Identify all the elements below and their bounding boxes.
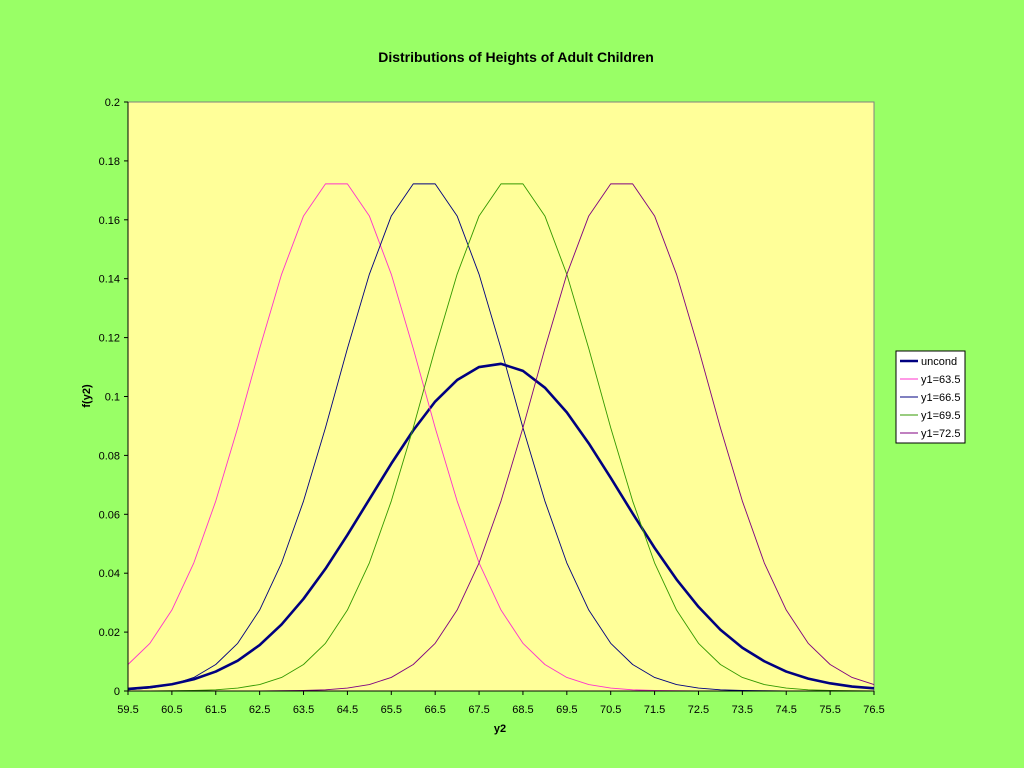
x-tick-label: 75.5: [819, 704, 840, 716]
x-tick-label: 74.5: [776, 704, 797, 716]
x-tick-label: 72.5: [688, 704, 709, 716]
legend-label: uncond: [921, 356, 957, 368]
y-tick-label: 0.16: [99, 215, 120, 227]
x-axis-label: y2: [494, 723, 506, 735]
x-tick-label: 70.5: [600, 704, 621, 716]
series-line-y1-69-5: [128, 183, 875, 692]
y-tick-label: 0: [114, 686, 120, 698]
x-tick-label: 59.5: [117, 704, 138, 716]
y-tick-label: 0.1: [105, 392, 120, 404]
y-tick-label: 0.02: [99, 627, 120, 639]
x-tick-label: 61.5: [205, 704, 226, 716]
y-tick-label: 0.2: [105, 97, 120, 109]
x-tick-label: 66.5: [424, 704, 445, 716]
x-tick-label: 69.5: [556, 704, 577, 716]
series-line-uncond: [127, 362, 875, 691]
x-tick-label: 63.5: [293, 704, 314, 716]
y-tick-label: 0.04: [99, 568, 120, 580]
x-tick-label: 62.5: [249, 704, 270, 716]
y-tick-label: 0.12: [99, 333, 120, 345]
legend-label: y1=69.5: [921, 410, 960, 422]
y-axis-label: f(y2): [81, 384, 93, 408]
x-tick-label: 76.5: [863, 704, 884, 716]
y-tick-label: 0.18: [99, 156, 120, 168]
x-tick-label: 68.5: [512, 704, 533, 716]
legend-label: y1=63.5: [921, 374, 960, 386]
legend-label: y1=72.5: [921, 428, 960, 440]
x-tick-label: 67.5: [468, 704, 489, 716]
y-tick-label: 0.06: [99, 509, 120, 521]
legend: uncond y1=63.5 y1=66.5 y1=69.5 y1=72.5: [895, 350, 966, 444]
x-tick-label: 71.5: [644, 704, 665, 716]
legend-label: y1=66.5: [921, 392, 960, 404]
y-tick-label: 0.14: [99, 274, 120, 286]
x-tick-label: 64.5: [337, 704, 358, 716]
x-tick-label: 60.5: [161, 704, 182, 716]
x-tick-label: 73.5: [732, 704, 753, 716]
x-tick-label: 65.5: [381, 704, 402, 716]
chart-title: Distributions of Heights of Adult Childr…: [378, 49, 654, 65]
y-tick-label: 0.08: [99, 450, 120, 462]
plot-area: [127, 101, 875, 692]
